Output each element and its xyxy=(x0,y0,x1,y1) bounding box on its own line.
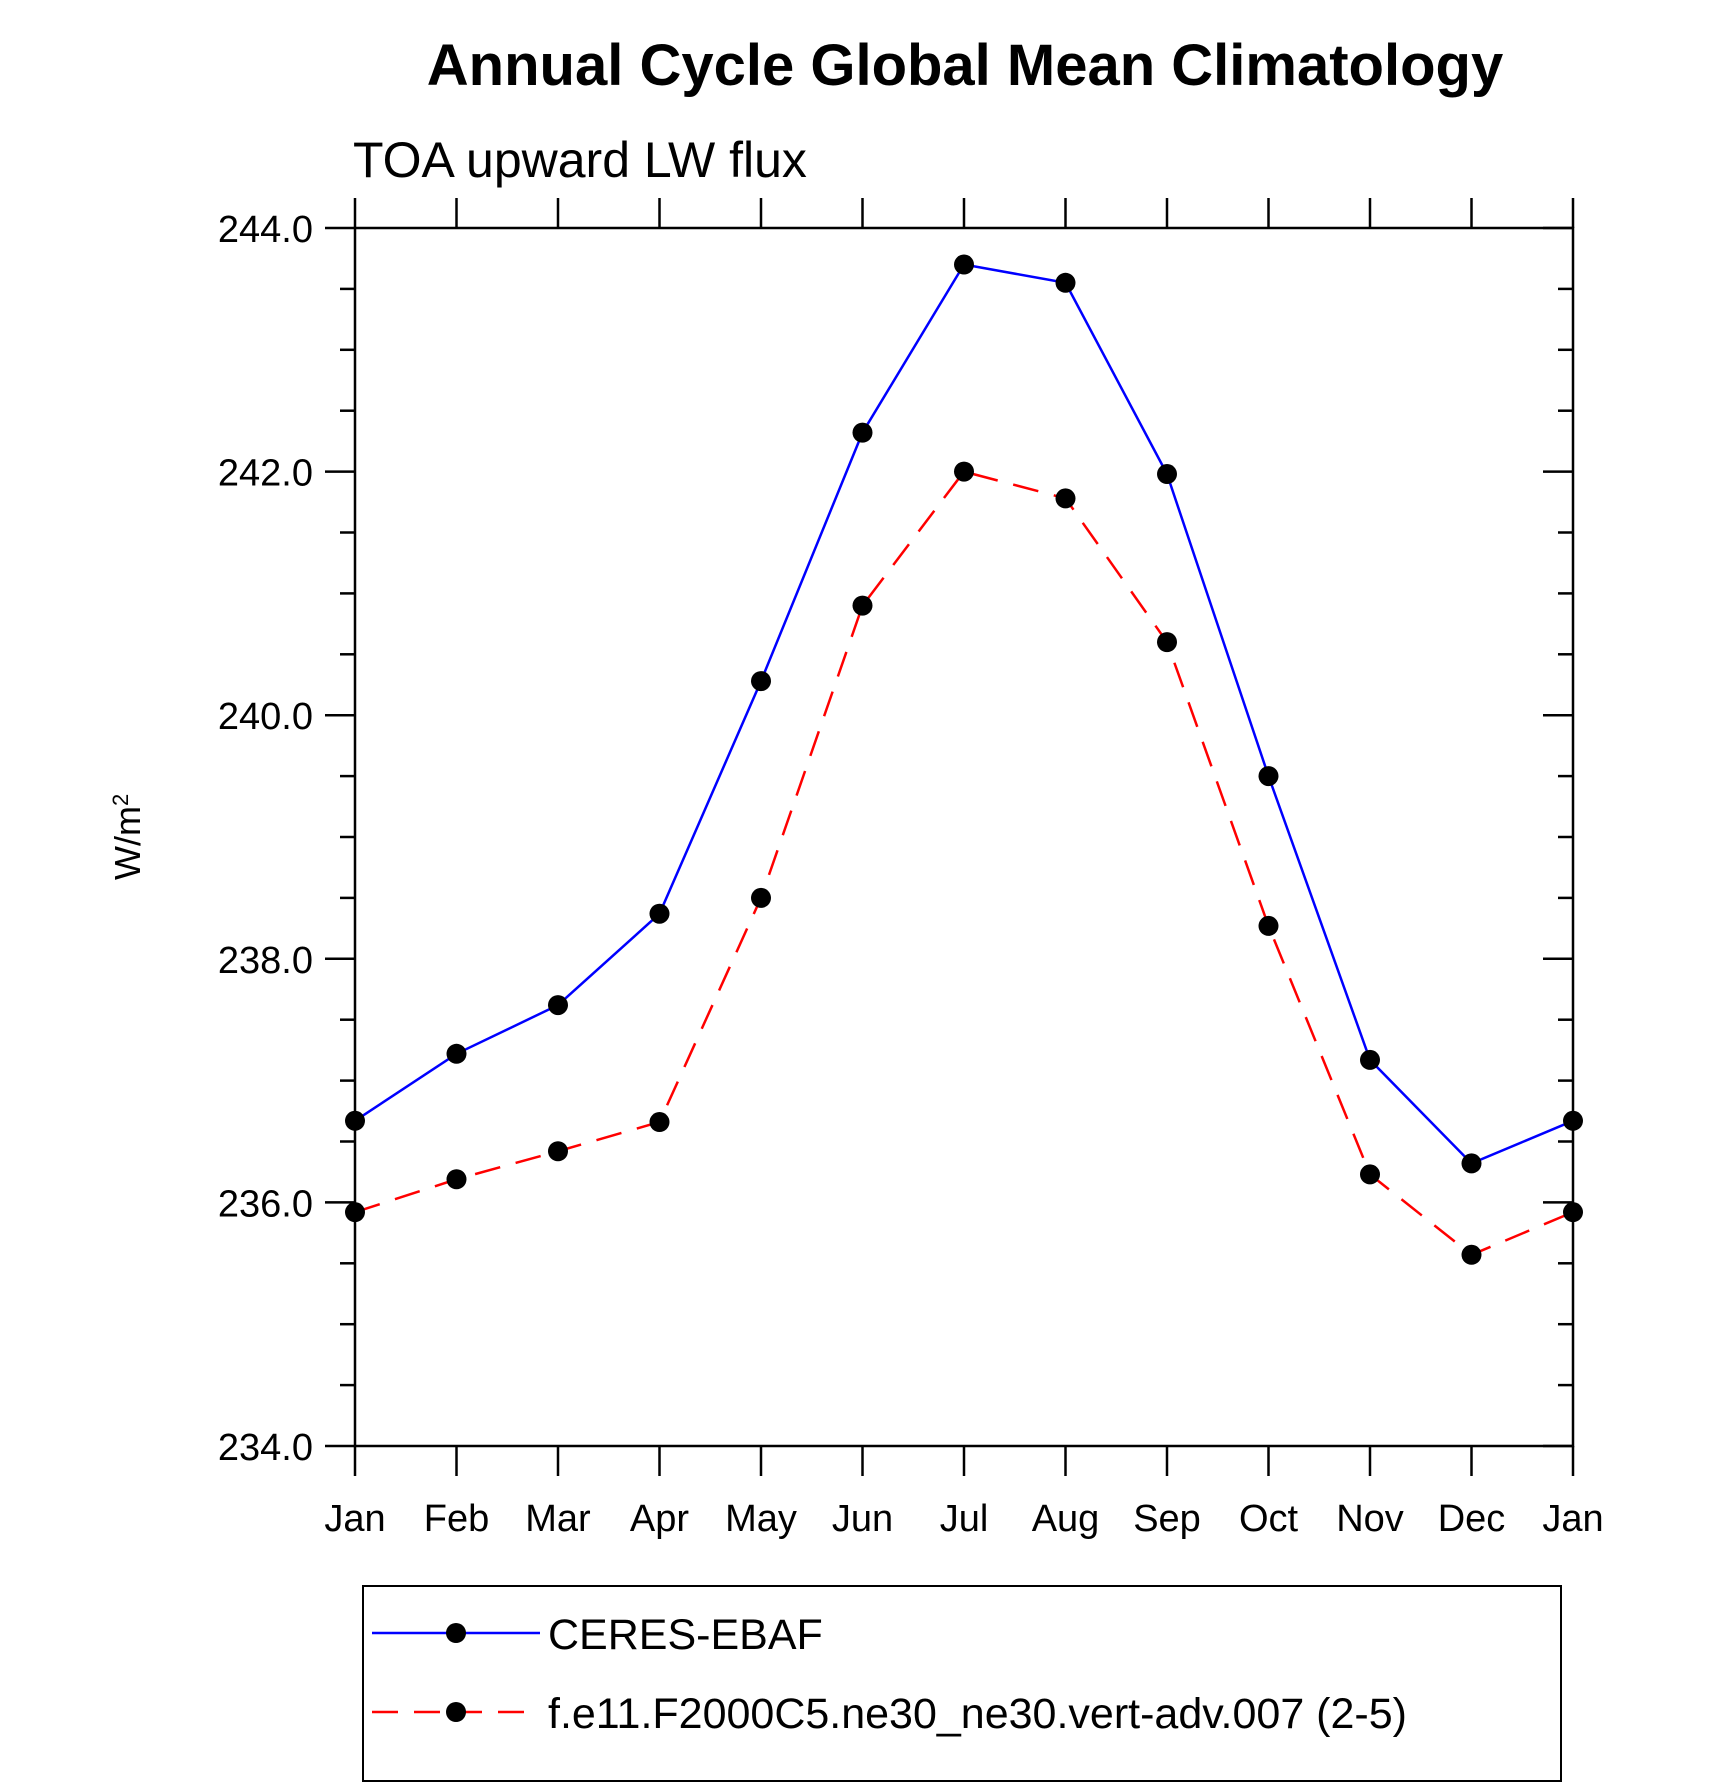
x-tick-labels: Jan Feb Mar Apr May Jun Jul Aug Sep Oct Nov Dec Jan xyxy=(324,1498,1603,1540)
series-point-1 xyxy=(345,1202,365,1223)
chart-subtitle: TOA upward LW flux xyxy=(353,132,807,188)
series-point-1 xyxy=(852,595,873,616)
series-point-0 xyxy=(1461,1153,1482,1174)
series-point-0 xyxy=(954,254,974,275)
y-tick-label: 236.0 xyxy=(218,1183,313,1225)
y-axis-label-sup: 2 xyxy=(108,794,133,806)
series-point-0 xyxy=(1258,766,1279,787)
series-point-0 xyxy=(852,422,873,443)
series-point-0 xyxy=(345,1110,365,1131)
series-line-1 xyxy=(354,470,1574,1257)
series-point-1 xyxy=(954,461,974,482)
series-point-0 xyxy=(1563,1110,1583,1131)
y-tick-label: 242.0 xyxy=(218,453,313,495)
series-point-0 xyxy=(1360,1049,1380,1070)
legend-marker-ceres xyxy=(446,1623,466,1643)
legend-box xyxy=(362,1585,1562,1782)
x-tick-label: Apr xyxy=(630,1498,689,1540)
x-tick-label: Nov xyxy=(1336,1498,1404,1540)
series-point-0 xyxy=(1055,272,1076,293)
series-point-1 xyxy=(1258,915,1279,936)
chart-title: Annual Cycle Global Mean Climatology xyxy=(427,33,1503,98)
axis-ticks xyxy=(325,198,1575,1476)
legend-marker-model xyxy=(446,1702,466,1722)
series-point-1 xyxy=(1360,1164,1380,1185)
series-layer xyxy=(345,254,1583,1265)
series-point-0 xyxy=(649,903,670,924)
y-axis-label: W/m2 xyxy=(107,794,148,880)
x-tick-label: Feb xyxy=(424,1498,489,1540)
series-point-0 xyxy=(548,995,568,1016)
legend: CERES-EBAF f.e11.F2000C5.ne30_ne30.vert-… xyxy=(362,1585,1562,1782)
y-tick-label: 240.0 xyxy=(218,696,313,738)
x-tick-label: Jul xyxy=(940,1498,989,1540)
plot-frame xyxy=(353,226,1575,1448)
series-point-0 xyxy=(751,671,771,692)
y-tick-label: 234.0 xyxy=(218,1427,313,1469)
y-tick-label: 244.0 xyxy=(218,209,313,251)
x-tick-label: Mar xyxy=(525,1498,591,1540)
x-tick-label: Aug xyxy=(1032,1498,1100,1540)
y-axis-label-main: W/m xyxy=(107,806,148,880)
x-tick-label: Jan xyxy=(324,1498,385,1540)
series-point-1 xyxy=(1461,1244,1482,1265)
legend-label-ceres: CERES-EBAF xyxy=(548,1611,823,1659)
series-point-1 xyxy=(1157,632,1177,653)
series-line-0 xyxy=(354,263,1574,1165)
series-point-1 xyxy=(548,1141,568,1162)
y-tick-label: 238.0 xyxy=(218,940,313,982)
series-point-1 xyxy=(1055,488,1076,509)
y-tick-labels: 234.0 236.0 238.0 240.0 242.0 244.0 xyxy=(218,209,313,1469)
series-point-1 xyxy=(1563,1202,1583,1223)
x-tick-label: Sep xyxy=(1133,1498,1201,1540)
series-point-1 xyxy=(649,1112,670,1133)
series-point-1 xyxy=(446,1169,467,1190)
series-point-0 xyxy=(446,1043,467,1064)
legend-label-model: f.e11.F2000C5.ne30_ne30.vert-adv.007 (2-… xyxy=(548,1690,1407,1738)
x-tick-label: Oct xyxy=(1239,1498,1299,1540)
x-tick-label: Dec xyxy=(1438,1498,1506,1540)
x-tick-label: Jun xyxy=(832,1498,893,1540)
series-point-0 xyxy=(1157,464,1177,485)
x-tick-label: Jan xyxy=(1542,1498,1603,1540)
x-tick-label: May xyxy=(725,1498,797,1540)
series-point-1 xyxy=(751,887,771,908)
